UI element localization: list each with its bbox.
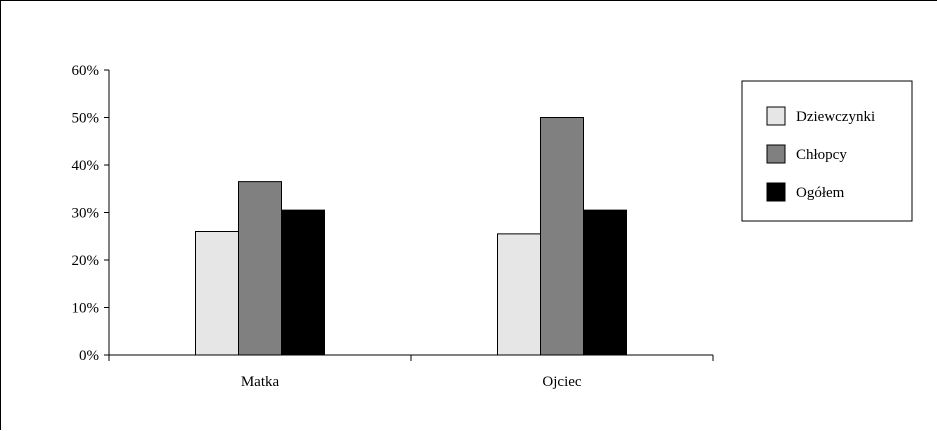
y-tick-label: 50%	[72, 111, 100, 127]
legend-label: Chłopcy	[796, 147, 847, 163]
bar-1-2	[583, 209, 627, 356]
bar-1-1	[540, 117, 584, 356]
y-tick-label: 40%	[72, 158, 100, 174]
legend-swatch	[766, 182, 786, 202]
x-axis: Matka Ojciec	[108, 354, 714, 390]
bars	[195, 117, 627, 356]
bar-0-0	[195, 231, 239, 356]
bar-0-2	[281, 209, 325, 356]
legend-swatch	[766, 144, 786, 164]
bar-0-1	[238, 181, 282, 356]
y-tick-label: 10%	[72, 301, 100, 317]
y-tick-label: 60%	[72, 63, 100, 79]
x-tick-label: Matka	[241, 374, 280, 390]
y-tick-label: 20%	[72, 253, 100, 269]
y-tick-label: 30%	[72, 206, 100, 222]
bar-1-0	[497, 233, 541, 356]
legend: Dziewczynki Chłopcy Ogółem	[741, 80, 913, 222]
legend-label: Dziewczynki	[796, 109, 875, 125]
y-axis: 0% 10% 20% 30% 40% 50% 60%	[72, 63, 110, 364]
legend-swatch	[766, 106, 786, 126]
y-tick-label: 0%	[79, 348, 99, 364]
x-tick-label: Ojciec	[542, 374, 581, 390]
legend-label: Ogółem	[796, 185, 845, 201]
